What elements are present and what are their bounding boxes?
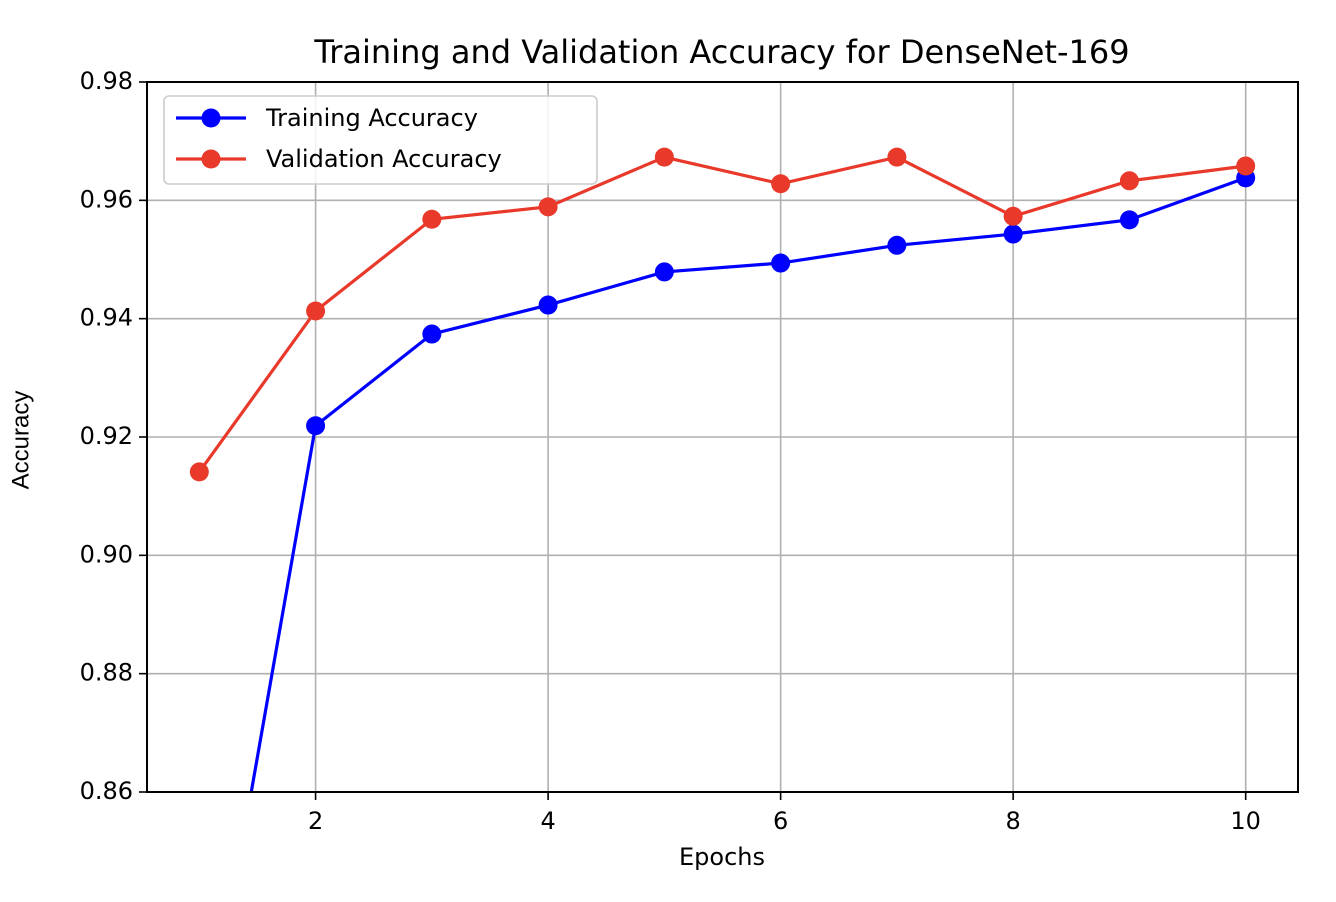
series-line	[249, 176, 1247, 792]
data-point	[1003, 224, 1023, 244]
y-tick-label: 0.98	[80, 67, 133, 95]
data-point	[189, 462, 209, 482]
legend-marker	[201, 149, 221, 169]
y-tick-label: 0.96	[80, 185, 133, 213]
data-point	[654, 262, 674, 282]
data-point	[538, 295, 558, 315]
y-tick-label: 0.92	[80, 422, 133, 450]
data-point	[1236, 156, 1256, 176]
data-point	[887, 235, 907, 255]
legend-label: Validation Accuracy	[266, 145, 502, 173]
x-tick-label: 10	[1230, 807, 1261, 835]
y-tick-label: 0.88	[80, 659, 133, 687]
data-point	[1119, 171, 1139, 191]
data-point	[771, 253, 791, 273]
x-tick-label: 2	[308, 807, 323, 835]
data-point	[538, 197, 558, 217]
y-tick-label: 0.86	[80, 777, 133, 805]
legend-label: Training Accuracy	[265, 104, 478, 132]
y-tick-label: 0.90	[80, 540, 133, 568]
data-point	[654, 147, 674, 167]
x-axis-label: Epochs	[679, 843, 765, 871]
data-point	[887, 147, 907, 167]
y-axis-label: Accuracy	[7, 391, 34, 490]
x-tick-label: 6	[773, 807, 788, 835]
legend-marker	[201, 108, 221, 128]
data-point	[771, 174, 791, 194]
data-point	[1003, 206, 1023, 226]
data-point	[1119, 210, 1139, 230]
data-point	[422, 209, 442, 229]
y-tick-label: 0.94	[80, 304, 133, 332]
data-point	[306, 301, 326, 321]
legend-box	[163, 95, 598, 185]
plot-area	[189, 147, 1256, 792]
series-line	[198, 155, 1246, 473]
chart-title: Training and Validation Accuracy for Den…	[313, 33, 1129, 71]
data-point	[422, 324, 442, 344]
x-tick-label: 8	[1006, 807, 1021, 835]
legend: Training Accuracy Validation Accuracy	[163, 95, 598, 185]
x-tick-label: 4	[540, 807, 555, 835]
data-point	[306, 416, 326, 436]
